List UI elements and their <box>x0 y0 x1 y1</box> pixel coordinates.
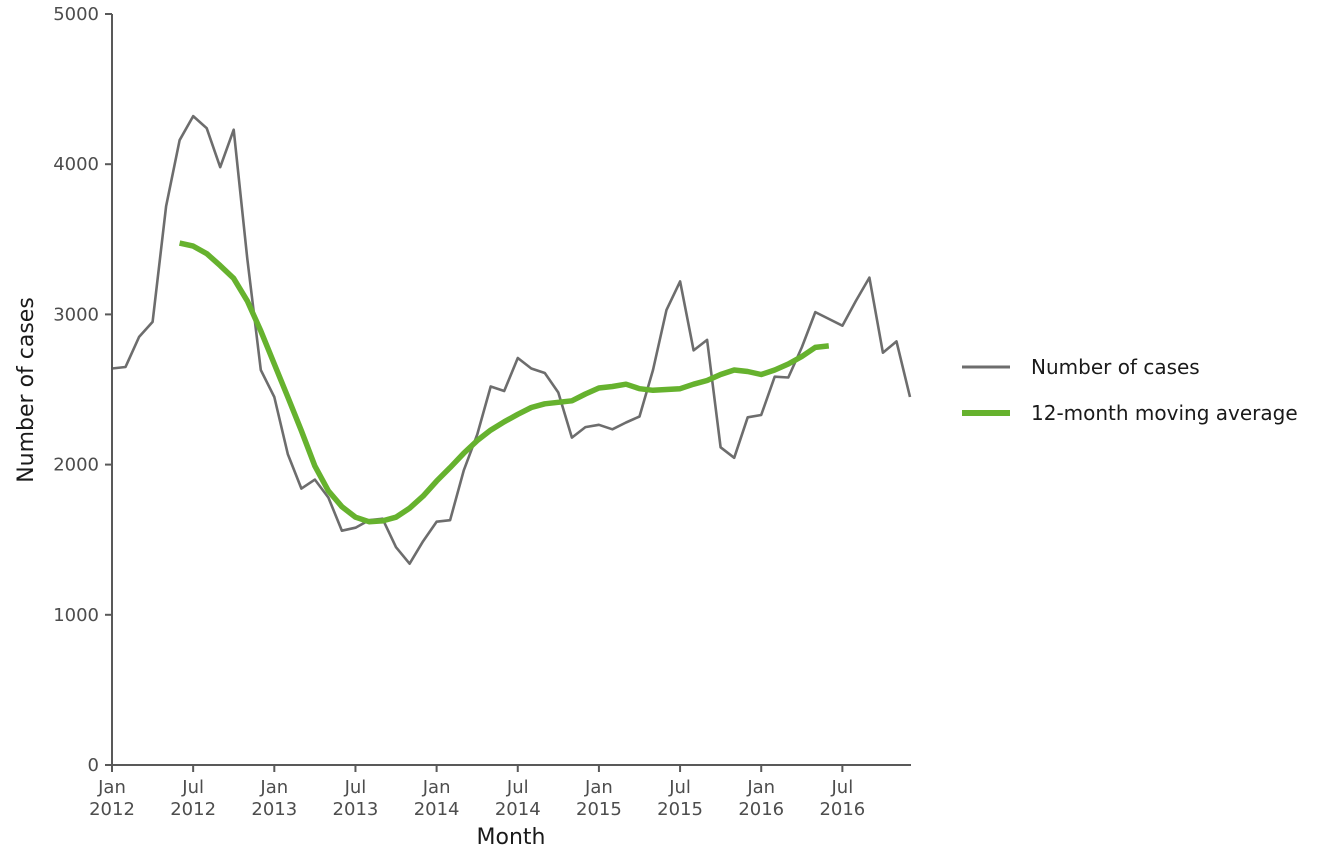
x-tick-label-month: Jul <box>668 777 691 798</box>
y-tick-label: 2000 <box>53 455 99 476</box>
x-tick-label-year: 2012 <box>170 799 216 820</box>
y-tick-label: 0 <box>88 755 99 776</box>
y-tick-label: 3000 <box>53 304 99 325</box>
legend-label-number-of-cases: Number of cases <box>1031 355 1200 379</box>
x-tick-label-month: Jul <box>506 777 529 798</box>
x-tick-label-month: Jul <box>181 777 204 798</box>
y-tick-label: 5000 <box>53 4 99 25</box>
series-layer <box>111 114 912 565</box>
x-tick-label-year: 2013 <box>333 799 379 820</box>
x-tick-label-year: 2015 <box>657 799 703 820</box>
y-tick-label: 4000 <box>53 154 99 175</box>
x-tick-label-month: Jan <box>746 777 775 798</box>
y-axis-title: Number of cases <box>14 297 39 483</box>
x-tick-label-month: Jan <box>584 777 613 798</box>
x-tick-label-year: 2014 <box>495 799 541 820</box>
x-tick-label-month: Jan <box>97 777 126 798</box>
series-line-moving-average <box>179 240 830 525</box>
x-tick-label-month: Jul <box>831 777 854 798</box>
x-tick-label-year: 2012 <box>89 799 135 820</box>
x-tick-label-month: Jan <box>422 777 451 798</box>
x-tick-label-year: 2016 <box>819 799 865 820</box>
x-tick-label-year: 2015 <box>576 799 622 820</box>
x-tick-label-year: 2016 <box>738 799 784 820</box>
legend: Number of cases 12-month moving average <box>962 355 1298 425</box>
x-tick-label-month: Jul <box>344 777 367 798</box>
x-tick-label-year: 2014 <box>414 799 460 820</box>
y-tick-label: 1000 <box>53 605 99 626</box>
x-tick-label-year: 2013 <box>251 799 297 820</box>
x-tick-label-month: Jan <box>259 777 288 798</box>
x-axis-ticks: Jan2012Jul2012Jan2013Jul2013Jan2014Jul20… <box>89 765 865 820</box>
x-axis-title: Month <box>477 825 546 850</box>
legend-label-moving-average: 12-month moving average <box>1031 401 1298 425</box>
y-axis-ticks: 0 1000 2000 3000 4000 5000 <box>53 4 112 776</box>
series-line-number-of-cases <box>111 114 912 565</box>
